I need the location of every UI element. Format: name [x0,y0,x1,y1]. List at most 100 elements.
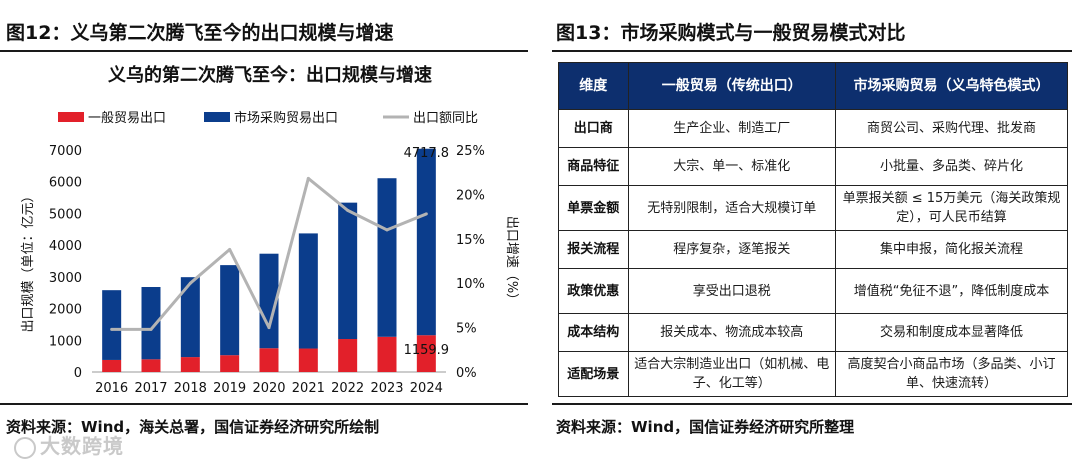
annotation-market-procurement-value: 4717.8 [404,146,450,161]
row-dimension: 报关流程 [558,230,629,269]
table-row: 出口商 生产企业、制造工厂 商贸公司、采购代理、批发商 [558,109,1069,148]
bar-general-trade [180,357,200,372]
legend-label-yoy: 出口额同比 [413,111,478,126]
point-yoy-growth [228,247,232,251]
y-left-tick-label: 5000 [49,207,82,222]
title-rule [0,50,528,52]
y-left-tick-label: 0 [74,366,82,381]
general-trade-cell: 大宗、单一、标准化 [627,147,836,186]
row-dimension: 适配场景 [558,351,629,397]
y-left-axis-title: 出口规模（单位：亿元） [21,189,36,332]
bar-market-procurement [416,148,436,336]
table-row: 报关流程 程序复杂，逐笔报关 集中申报，简化报关流程 [558,230,1069,269]
legend-swatch-general-trade [58,112,84,122]
market-procurement-cell: 单票报关额 ≤ 15万美元（海关政策规定），可人民币结算 [834,185,1069,231]
general-trade-cell: 享受出口退税 [627,268,836,314]
bar-general-trade [416,335,436,372]
bar-market-procurement [102,290,122,360]
market-procurement-cell: 增值税“免征不退”，降低制度成本 [834,268,1069,314]
point-yoy-growth [424,212,428,216]
table-row: 单票金额 无特别限制，适合大规模订单 单票报关额 ≤ 15万美元（海关政策规定）… [558,185,1069,231]
bar-market-procurement [338,202,358,340]
y-right-tick-label: 5% [456,322,477,337]
general-trade-cell: 无特别限制，适合大规模订单 [627,185,836,231]
general-trade-cell: 报关成本、物流成本较高 [627,313,836,352]
market-procurement-cell: 交易和制度成本显著降低 [834,313,1069,352]
y-right-tick-label: 20% [456,188,485,203]
bar-general-trade [102,359,122,372]
y-left-tick-label: 2000 [49,303,82,318]
left-figure: 图12：义乌第二次腾飞至今的出口规模与增速 义乌的第二次腾飞至今：出口规模与增速… [0,0,528,460]
bar-market-procurement [141,287,161,360]
x-tick-label: 2016 [95,381,128,396]
general-trade-cell: 适合大宗制造业出口（如机械、电子、化工等） [627,351,836,397]
watermark-logo-icon [14,436,36,459]
bar-market-procurement [180,277,200,358]
header-general-trade: 一般贸易（传统出口） [627,62,836,110]
bar-market-procurement [259,253,279,349]
x-tick-label: 2020 [252,381,285,396]
x-tick-label: 2021 [292,381,325,396]
y-left-tick-label: 4000 [49,239,82,254]
point-yoy-growth [306,176,310,180]
y-right-axis-title: 出口增速（%） [504,216,519,306]
market-procurement-cell: 高度契合小商品市场（多品类、小订单、快速流转） [834,351,1069,397]
source-rule [0,403,528,405]
row-dimension: 成本结构 [558,313,629,352]
watermark-text: 大数跨境 [40,434,124,458]
bar-market-procurement [298,233,318,349]
market-procurement-cell: 小批量、多品类、碎片化 [834,147,1069,186]
header-market-procurement: 市场采购贸易（义乌特色模式） [834,62,1069,110]
comparison-table: 维度 一般贸易（传统出口） 市场采购贸易（义乌特色模式） 出口商 生产企业、制造… [558,62,1069,397]
legend-swatch-market-procurement [204,112,230,122]
chart-title: 义乌的第二次腾飞至今：出口规模与增速 [108,64,432,86]
legend-label-market-procurement: 市场采购贸易出口 [234,110,338,126]
y-right-tick-label: 25% [456,144,485,159]
y-right-tick-label: 0% [456,366,477,381]
figure-12-title: 图12：义乌第二次腾飞至今的出口规模与增速 [6,22,394,44]
row-dimension: 商品特征 [558,147,629,186]
x-tick-label: 2022 [331,381,364,396]
y-right-tick-label: 15% [456,233,485,248]
table-row: 适配场景 适合大宗制造业出口（如机械、电子、化工等） 高度契合小商品市场（多品类… [558,351,1069,397]
source-rule [552,403,1072,405]
header-dimension: 维度 [558,62,629,110]
figure-13-source: 资料来源：Wind，国信证券经济研究所整理 [556,418,855,436]
bar-general-trade [141,359,161,372]
bar-general-trade [259,348,279,372]
annotation-general-trade-value: 1159.9 [404,343,450,358]
x-tick-label: 2019 [213,381,246,396]
x-tick-label: 2024 [410,381,443,396]
figure-13-title: 图13：市场采购模式与一般贸易模式对比 [556,22,906,44]
bar-general-trade [377,336,397,372]
table-row: 成本结构 报关成本、物流成本较高 交易和制度成本显著降低 [558,313,1069,352]
right-figure: 图13：市场采购模式与一般贸易模式对比 维度 一般贸易（传统出口） 市场采购贸易… [552,0,1072,460]
general-trade-cell: 生产企业、制造工厂 [627,109,836,148]
point-yoy-growth [346,208,350,212]
x-tick-label: 2017 [134,381,167,396]
point-yoy-growth [149,327,153,331]
table-row: 商品特征 大宗、单一、标准化 小批量、多品类、碎片化 [558,147,1069,186]
x-tick-label: 2018 [174,381,207,396]
watermark: 大数跨境 [14,430,124,459]
bar-general-trade [220,355,240,372]
point-yoy-growth [385,228,389,232]
legend-label-general-trade: 一般贸易出口 [88,110,166,126]
title-rule [552,50,1072,52]
y-left-tick-label: 7000 [49,144,82,159]
y-left-tick-label: 1000 [49,334,82,349]
table-row: 政策优惠 享受出口退税 增值税“免征不退”，降低制度成本 [558,268,1069,314]
x-tick-label: 2023 [370,381,403,396]
table-header-row: 维度 一般贸易（传统出口） 市场采购贸易（义乌特色模式） [558,62,1069,110]
y-right-tick-label: 10% [456,277,485,292]
general-trade-cell: 程序复杂，逐笔报关 [627,230,836,269]
market-procurement-cell: 商贸公司、采购代理、批发商 [834,109,1069,148]
row-dimension: 单票金额 [558,185,629,231]
point-yoy-growth [110,327,114,331]
point-yoy-growth [188,281,192,285]
y-left-tick-label: 6000 [49,176,82,191]
bar-general-trade [338,339,358,372]
y-left-tick-label: 3000 [49,271,82,286]
row-dimension: 政策优惠 [558,268,629,314]
